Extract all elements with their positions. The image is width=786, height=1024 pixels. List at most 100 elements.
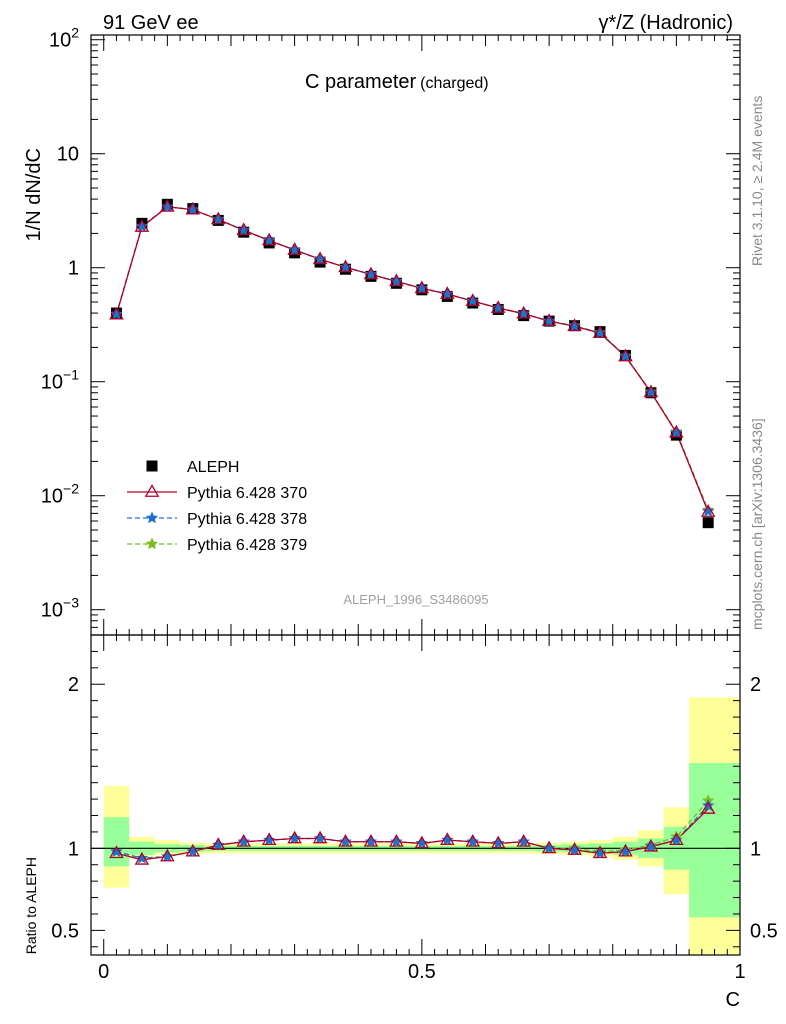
series-2-point: [619, 349, 632, 362]
ratio-1-point: [134, 852, 150, 865]
series-2-point: [339, 260, 352, 273]
chart-title-main: C parameter: [305, 71, 416, 93]
series-1-point: [312, 251, 328, 265]
ratio-2-point: [339, 835, 352, 848]
series-2-point: [568, 319, 581, 332]
ratio-panel: 0 0.5 10.5 0.51 12 2: [51, 634, 778, 983]
legend-marker-3: [145, 537, 159, 550]
ratio-1-point: [109, 845, 124, 859]
ratio-1-point: [516, 833, 531, 847]
series-2-point: [701, 504, 715, 517]
ratio-2-point: [466, 835, 480, 848]
ratio-2-point: [161, 849, 174, 862]
series-2-point: [466, 294, 480, 307]
series-1-point: [618, 348, 633, 362]
series-2-point: [390, 274, 403, 287]
chart-title: C parameter (charged): [305, 71, 489, 93]
ratio-2-point: [593, 846, 607, 859]
ratio-2-point: [542, 841, 556, 854]
series-2-point: [415, 281, 429, 294]
ratio-y-axis-label: Ratio to ALEPH: [23, 857, 39, 954]
series-1-point: [567, 318, 582, 332]
series-2-point: [237, 223, 251, 236]
series-2-point: [135, 219, 149, 232]
series-2-point: [517, 307, 530, 320]
legend-label-1: Pythia 6.428 370: [187, 485, 307, 502]
ratio-frame: [90, 634, 741, 956]
legend-label-3: Pythia 6.428 379: [187, 537, 307, 554]
y-tick-label: 10: [57, 144, 79, 166]
ratio-band-inner-bin: [689, 763, 740, 918]
ratio-1-point: [236, 833, 252, 847]
ratio-1-point: [312, 830, 328, 844]
y-tick-label: 10−1: [41, 367, 79, 394]
series-2-point: [440, 287, 454, 300]
x-axis-label: C: [726, 989, 740, 1011]
series-2-point: [593, 326, 607, 339]
x-tick-label: 0.5: [408, 961, 436, 983]
y-tick-label: 102: [49, 25, 79, 52]
ratio-2-point: [390, 835, 403, 848]
series-2-point: [670, 426, 683, 439]
y-axis-label: 1/N dN/dC: [23, 148, 45, 241]
series-2-point: [313, 252, 327, 265]
series-1-point: [109, 306, 124, 320]
ratio-2-point: [517, 835, 530, 848]
series-1-point: [440, 286, 455, 299]
ratio-y-tick-label: 2: [68, 674, 79, 696]
ratio-2-point: [262, 833, 276, 846]
ratio-y-tick-label: 1: [68, 838, 79, 860]
ratio-2-point: [313, 831, 327, 844]
series-2-point: [161, 200, 174, 213]
series-2-point: [288, 243, 301, 256]
legend-marker-data: [146, 460, 158, 472]
series-1-point: [261, 232, 277, 246]
y-tick-label: 10−3: [41, 595, 79, 622]
series-1-point: [210, 211, 226, 225]
series-1-point: [700, 504, 716, 517]
ratio-2-point: [364, 835, 378, 848]
series-2-point: [262, 233, 276, 246]
ratio-1-point: [490, 835, 506, 849]
ratio-y-tick-label-right: 0.5: [750, 920, 778, 942]
legend-label-data: ALEPH: [187, 459, 239, 476]
series-1-point: [592, 325, 608, 339]
chart-title-suffix: (charged): [420, 75, 488, 92]
ratio-band-inner-bin: [103, 817, 130, 867]
legend-marker-2: [145, 511, 159, 524]
ratio-1-point: [618, 843, 633, 857]
series-1-point: [338, 259, 353, 273]
ratio-2-point: [644, 840, 658, 853]
analysis-id: ALEPH_1996_S3486095: [343, 592, 488, 607]
ratio-1-point: [389, 833, 404, 847]
ratio-y-tick-label: 0.5: [51, 920, 79, 942]
ratio-2-point: [619, 844, 632, 857]
series-2-point: [186, 202, 200, 215]
series-1-point: [389, 273, 404, 287]
ratio-1-point: [465, 833, 481, 847]
header-left: 91 GeV ee: [103, 12, 199, 34]
ratio-y-tick-label-right: 2: [750, 674, 761, 696]
ratio-2-point: [135, 851, 149, 864]
ratio-2-point: [568, 843, 581, 856]
ratio-1-point: [338, 833, 353, 847]
series-1-point: [643, 384, 659, 398]
legend: ALEPH Pythia 6.428 370 Pythia 6.428 378 Pyt…: [127, 459, 307, 554]
series-2-point: [364, 267, 378, 280]
ratio-1-point: [160, 848, 175, 862]
series-1-point: [669, 424, 684, 438]
ratio-1-point: [643, 838, 659, 852]
ratio-1-point: [287, 830, 302, 844]
ratio-2-point: [288, 831, 301, 844]
ratio-1-point: [700, 801, 716, 814]
ratio-2-point: [211, 838, 225, 851]
ratio-2-point: [491, 836, 505, 849]
side-mcplots-text: mcplots.cern.ch [arXiv:1306.3436]: [749, 418, 765, 630]
series-1-point: [490, 300, 506, 313]
ratio-1-point: [567, 842, 582, 855]
series-1-point: [414, 280, 430, 294]
series-2-point: [542, 314, 556, 327]
series-1-point: [185, 201, 201, 215]
